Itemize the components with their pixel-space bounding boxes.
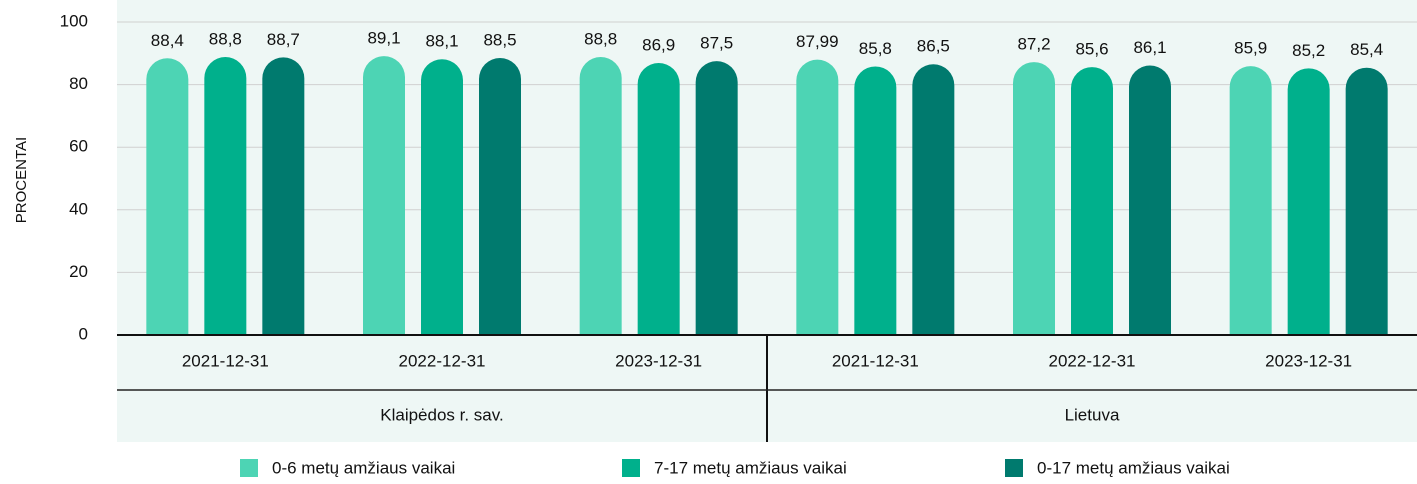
value-label: 86,5 (917, 37, 950, 56)
legend-label: 7-17 metų amžiaus vaikai (654, 458, 847, 477)
legend-label: 0-17 metų amžiaus vaikai (1037, 458, 1230, 477)
y-tick-label: 100 (60, 11, 88, 30)
x-tick-label: 2022-12-31 (1049, 351, 1136, 370)
bar (1287, 68, 1330, 335)
value-label: 88,7 (267, 30, 300, 49)
bar (637, 63, 680, 336)
x-tick-label: 2023-12-31 (1265, 351, 1352, 370)
value-label: 89,1 (367, 29, 400, 48)
value-label: 88,8 (209, 30, 242, 49)
group-label: Lietuva (1065, 405, 1120, 424)
y-tick-label: 20 (69, 262, 88, 281)
bar (421, 59, 463, 335)
value-label: 87,99 (796, 32, 839, 51)
y-tick-label: 0 (79, 324, 88, 343)
bar (363, 56, 405, 335)
legend-label: 0-6 metų amžiaus vaikai (272, 458, 455, 477)
value-label: 85,6 (1075, 40, 1108, 59)
bar (146, 58, 189, 335)
value-label: 85,2 (1292, 41, 1325, 60)
bar (479, 57, 521, 336)
value-label: 86,9 (642, 35, 675, 54)
value-label: 87,2 (1017, 35, 1050, 54)
x-tick-label: 2021-12-31 (182, 351, 269, 370)
bar (1129, 65, 1171, 335)
bar (579, 57, 622, 335)
y-tick-label: 80 (69, 74, 88, 93)
bar (854, 66, 897, 335)
bar (912, 64, 955, 335)
x-tick-label: 2023-12-31 (615, 351, 702, 370)
bar (1013, 62, 1055, 336)
bar (1229, 66, 1272, 336)
bar (1071, 67, 1113, 335)
group-label: Klaipėdos r. sav. (380, 405, 503, 424)
value-label: 88,8 (584, 30, 617, 49)
legend-swatch (1005, 459, 1023, 477)
bar (262, 57, 305, 335)
value-label: 85,4 (1350, 40, 1383, 59)
legend-swatch (240, 459, 258, 477)
legend-swatch (622, 459, 640, 477)
bar (1345, 67, 1388, 335)
value-label: 88,5 (483, 30, 516, 49)
bar (695, 61, 738, 336)
x-tick-label: 2022-12-31 (399, 351, 486, 370)
value-label: 87,5 (700, 34, 733, 53)
bar (796, 59, 839, 335)
value-label: 88,4 (151, 31, 184, 50)
value-label: 88,1 (425, 32, 458, 51)
bar (204, 57, 247, 335)
y-tick-label: 40 (69, 199, 88, 218)
y-tick-label: 60 (69, 137, 88, 156)
x-tick-label: 2021-12-31 (832, 351, 919, 370)
value-label: 85,9 (1234, 39, 1267, 58)
value-label: 85,8 (859, 39, 892, 58)
value-label: 86,1 (1133, 38, 1166, 57)
y-axis-label: PROCENTAI (13, 137, 30, 223)
